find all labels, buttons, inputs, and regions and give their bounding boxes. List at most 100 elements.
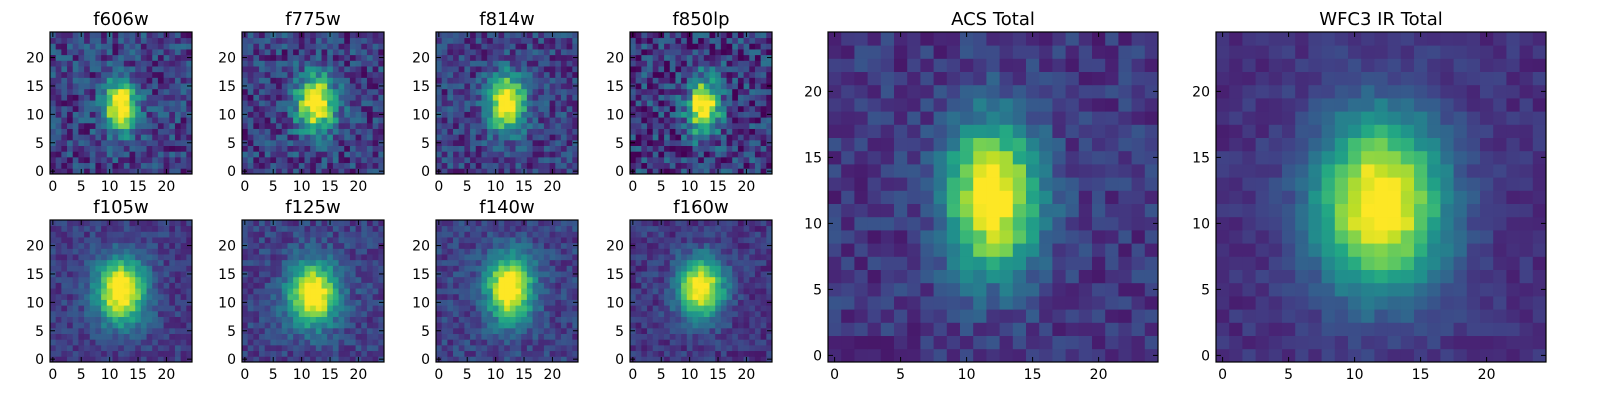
heatmap-cell — [344, 168, 351, 175]
heatmap-cell — [509, 242, 516, 249]
heatmap-cell — [84, 100, 91, 107]
heatmap-cell — [532, 49, 539, 56]
heatmap-cell — [453, 66, 460, 73]
heatmap-cell — [436, 265, 443, 272]
heatmap-cell — [89, 83, 96, 90]
heatmap-cell — [78, 145, 85, 152]
heatmap-cell — [123, 32, 130, 39]
heatmap-cell — [106, 49, 113, 56]
heatmap-cell — [766, 310, 773, 317]
heatmap-cell — [169, 293, 176, 300]
heatmap-cell — [526, 128, 533, 135]
heatmap-cell — [715, 134, 722, 141]
heatmap-cell — [709, 293, 716, 300]
heatmap-cell — [366, 94, 374, 101]
heatmap-cell — [698, 356, 705, 363]
heatmap-cell — [720, 134, 727, 141]
heatmap-cell — [566, 220, 573, 227]
heatmap-cell — [441, 100, 448, 107]
heatmap-cell — [169, 265, 176, 272]
heatmap-cell — [492, 316, 499, 323]
heatmap-cell — [504, 100, 511, 107]
heatmap-cell — [366, 225, 374, 232]
heatmap-cell — [498, 168, 505, 175]
heatmap-cell — [287, 122, 294, 129]
heatmap-cell — [372, 344, 379, 352]
heatmap-cell — [686, 37, 693, 44]
heatmap-cell — [361, 100, 368, 107]
heatmap-cell — [180, 327, 187, 334]
heatmap-cell — [349, 134, 356, 141]
heatmap-cell — [163, 305, 170, 312]
heatmap-cell — [760, 37, 767, 44]
heatmap-cell — [315, 156, 322, 164]
heatmap-cell — [344, 220, 351, 227]
heatmap-cell — [259, 66, 266, 73]
heatmap-cell — [253, 259, 260, 266]
heatmap-cell — [366, 139, 374, 146]
heatmap-cell — [698, 293, 705, 300]
heatmap-cell — [67, 54, 74, 61]
heatmap-cell — [715, 43, 722, 50]
heatmap-cell — [118, 356, 125, 363]
heatmap-cell — [715, 66, 722, 73]
heatmap-cell — [366, 356, 374, 363]
heatmap-cell — [355, 151, 362, 158]
heatmap-cell — [67, 105, 74, 112]
heatmap-cell — [521, 117, 528, 124]
heatmap-cell — [532, 282, 539, 289]
heatmap-cell — [703, 310, 710, 317]
heatmap-cell — [242, 66, 249, 73]
heatmap-cell — [492, 339, 499, 346]
heatmap-cell — [327, 344, 334, 352]
heatmap-cell — [698, 60, 705, 67]
heatmap-cell — [481, 151, 488, 158]
heatmap-cell — [50, 151, 57, 158]
heatmap-cell — [321, 310, 328, 317]
heatmap-cell — [293, 49, 300, 56]
heatmap-cell — [355, 60, 362, 67]
heatmap-cell — [61, 77, 68, 84]
heatmap-cell — [504, 333, 511, 340]
heatmap-cell — [749, 344, 756, 352]
heatmap-cells — [630, 32, 773, 175]
heatmap-cell — [538, 54, 545, 61]
heatmap-cell — [709, 43, 716, 50]
heatmap-cell — [630, 66, 637, 73]
heatmap-cell — [647, 37, 654, 44]
heatmap-cell — [186, 43, 193, 50]
heatmap-cell — [259, 242, 266, 249]
heatmap-cell — [470, 105, 477, 112]
heatmap-cell — [378, 43, 385, 50]
heatmap-cell — [287, 117, 294, 124]
heatmap-cell — [560, 43, 568, 50]
heatmap-cell — [332, 105, 339, 112]
heatmap-cell — [647, 282, 654, 289]
heatmap-cell — [264, 259, 271, 266]
heatmap-cell — [372, 71, 379, 78]
heatmap-cell — [475, 242, 482, 249]
heatmap-cell — [163, 117, 170, 124]
heatmap-cell — [106, 231, 113, 238]
heatmap-cell — [521, 237, 528, 244]
heatmap-cell — [89, 105, 96, 112]
heatmap-cell — [310, 310, 317, 317]
heatmap-cell — [140, 54, 147, 61]
heatmap-cell — [101, 105, 108, 112]
heatmap-cell — [743, 54, 750, 61]
heatmap-cell — [332, 71, 339, 78]
heatmap-cell — [135, 350, 142, 357]
heatmap-cell — [641, 310, 648, 317]
heatmap-cell — [453, 100, 460, 107]
heatmap-cell — [281, 100, 288, 107]
heatmap-cell — [135, 111, 142, 118]
heatmap-cell — [515, 305, 522, 312]
heatmap-cell — [259, 32, 266, 39]
heatmap-cell — [521, 344, 528, 352]
heatmap-cell — [686, 122, 693, 129]
heatmap-cell — [78, 293, 85, 300]
heatmap-cell — [321, 37, 328, 44]
heatmap-cell — [641, 344, 648, 352]
heatmap-cell — [270, 111, 277, 118]
heatmap-cell — [470, 231, 477, 238]
